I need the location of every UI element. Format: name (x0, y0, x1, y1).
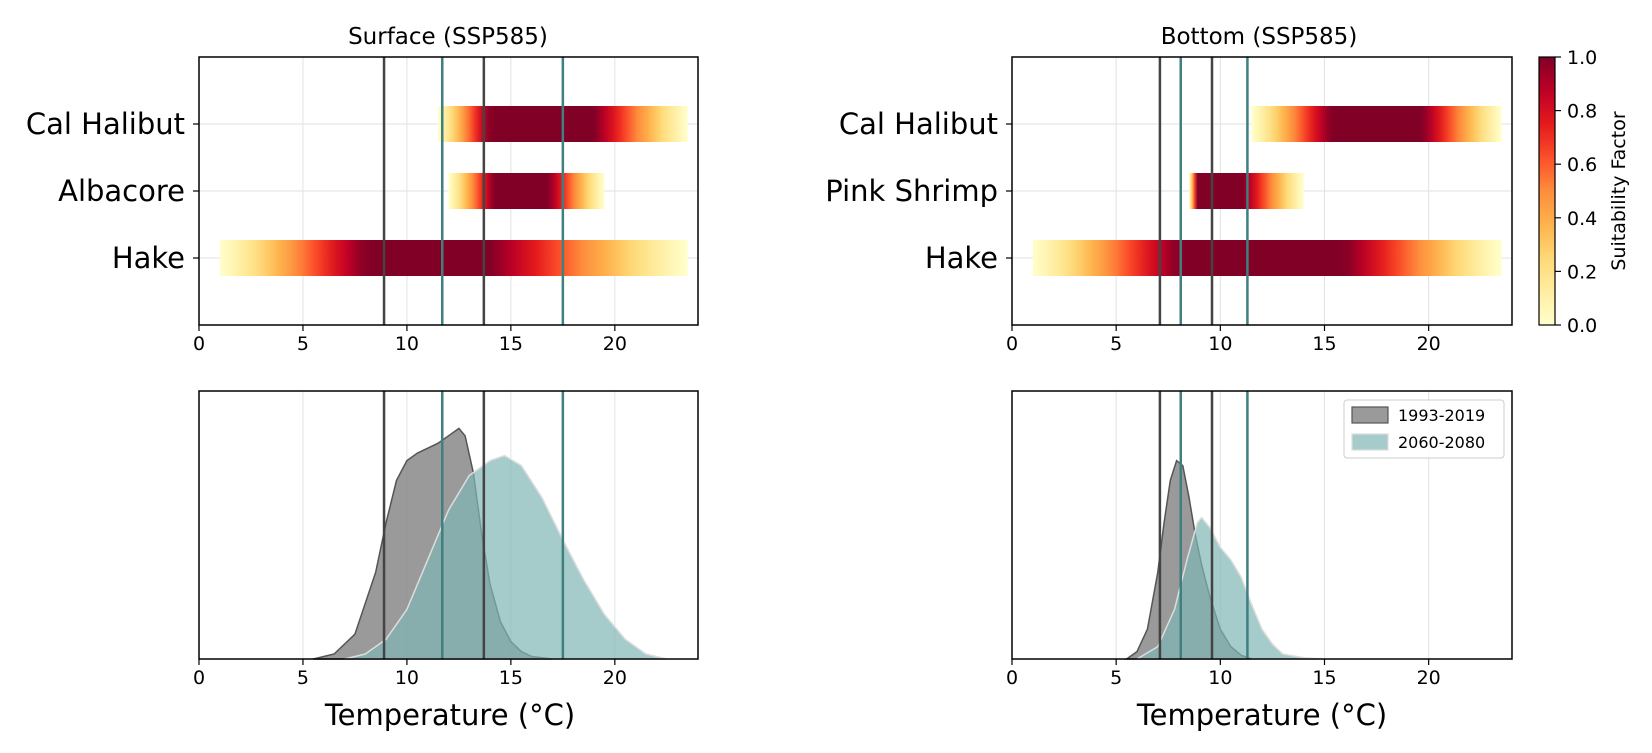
colorbar-tick-label: 0.8 (1567, 101, 1597, 123)
x-tick-label: 10 (395, 333, 419, 355)
x-tick-label: 5 (1110, 333, 1122, 355)
bottom-heat-xticks: 0 5 10 15 20 (1006, 325, 1441, 355)
x-tick-label: 10 (1208, 333, 1232, 355)
bottom-density-vlines (1158, 391, 1249, 659)
bottom-bands (1032, 106, 1502, 276)
x-tick-label: 20 (1417, 667, 1441, 689)
x-tick-label: 0 (193, 667, 205, 689)
band-albacore (448, 173, 605, 209)
x-tick-label: 15 (1312, 333, 1336, 355)
bottom-title: Bottom (SSP585) (1161, 24, 1358, 50)
bottom-heat-panel: Bottom (SSP585) Cal Halibut Pink Shrimp Ha… (825, 24, 1513, 355)
x-tick-label: 15 (499, 333, 523, 355)
colorbar-ticks: 0.0 0.2 0.4 0.6 0.8 1.0 (1555, 47, 1597, 337)
surface-heat-xticks: 0 5 10 15 20 (193, 325, 627, 355)
legend-label-2060-2080: 2060-2080 (1398, 433, 1485, 452)
surface-heat-frame (198, 56, 699, 326)
surface-density-vlines (382, 391, 565, 659)
bottom-density-panel: 0 5 10 15 20 Temperature (°C) 1993-2019 2060… (1006, 390, 1513, 732)
legend-swatch-2060-2080 (1351, 433, 1389, 451)
surface-density-frame (198, 390, 699, 660)
density-2060-2080 (344, 454, 667, 660)
surface-title: Surface (SSP585) (348, 24, 548, 50)
x-tick-label: 15 (499, 667, 523, 689)
colorbar-tick-label: 0.0 (1567, 315, 1597, 337)
band-cal-halibut (1251, 106, 1502, 142)
x-tick-label: 20 (603, 333, 627, 355)
bottom-density-frame (1011, 390, 1513, 660)
x-tick-label: 15 (1312, 667, 1336, 689)
species-label-hake: Hake (925, 241, 998, 275)
colorbar-gradient (1538, 56, 1556, 326)
legend-label-1993-2019: 1993-2019 (1398, 406, 1485, 425)
legend: 1993-2019 2060-2080 (1343, 399, 1505, 459)
band-hake (219, 240, 688, 276)
bottom-heat-frame (1011, 56, 1513, 326)
colorbar-label: Suitability Factor (1608, 111, 1630, 270)
surface-density-xticks: 0 5 10 15 20 (193, 659, 627, 689)
x-tick-label: 0 (1006, 667, 1018, 689)
legend-swatch-1993-2019 (1351, 406, 1389, 424)
species-label-albacore: Albacore (58, 174, 185, 208)
species-label-cal-halibut: Cal Halibut (839, 107, 998, 141)
surface-xlabel: Temperature (°C) (324, 698, 575, 732)
surface-species-labels: Cal Halibut Albacore Hake (26, 107, 199, 275)
species-label-pink-shrimp: Pink Shrimp (825, 174, 998, 208)
bottom-density-xticks: 0 5 10 15 20 (1006, 659, 1441, 689)
surface-bands (219, 106, 688, 276)
x-tick-label: 0 (193, 333, 205, 355)
x-tick-label: 10 (1208, 667, 1232, 689)
species-label-hake: Hake (112, 241, 185, 275)
band-hake (1032, 240, 1502, 276)
x-tick-label: 5 (297, 667, 309, 689)
colorbar: 0.0 0.2 0.4 0.6 0.8 1.0 Suitability Factor (1538, 47, 1630, 337)
bottom-xlabel: Temperature (°C) (1136, 698, 1387, 732)
x-tick-label: 0 (1006, 333, 1018, 355)
surface-density-areas (313, 427, 667, 660)
surface-heat-panel: Surface (SSP585) Cal Halibut Albacore Hake… (26, 24, 699, 355)
x-tick-label: 20 (1417, 333, 1441, 355)
surface-heat-vlines (382, 57, 565, 325)
bottom-heat-vlines (1158, 57, 1249, 325)
bottom-species-labels: Cal Halibut Pink Shrimp Hake (825, 107, 1012, 275)
colorbar-tick-label: 0.4 (1567, 208, 1597, 230)
x-tick-label: 5 (297, 333, 309, 355)
species-label-cal-halibut: Cal Halibut (26, 107, 185, 141)
x-tick-label: 10 (395, 667, 419, 689)
density-2060-2080 (1134, 516, 1321, 660)
colorbar-tick-label: 1.0 (1567, 47, 1597, 69)
colorbar-tick-label: 0.6 (1567, 154, 1597, 176)
colorbar-tick-label: 0.2 (1567, 261, 1597, 283)
surface-density-panel: 0 5 10 15 20 Temperature (°C) (193, 390, 699, 732)
x-tick-label: 20 (603, 667, 627, 689)
x-tick-label: 5 (1110, 667, 1122, 689)
bottom-density-areas (1124, 459, 1321, 660)
